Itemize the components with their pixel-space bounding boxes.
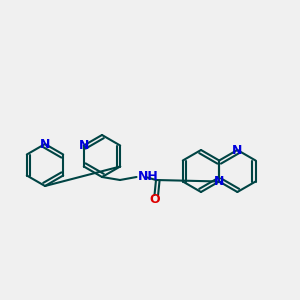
Text: N: N — [214, 175, 224, 188]
Text: O: O — [149, 193, 160, 206]
Text: N: N — [232, 143, 243, 157]
Text: N: N — [79, 139, 89, 152]
Text: NH: NH — [138, 170, 159, 184]
Text: N: N — [40, 137, 50, 151]
